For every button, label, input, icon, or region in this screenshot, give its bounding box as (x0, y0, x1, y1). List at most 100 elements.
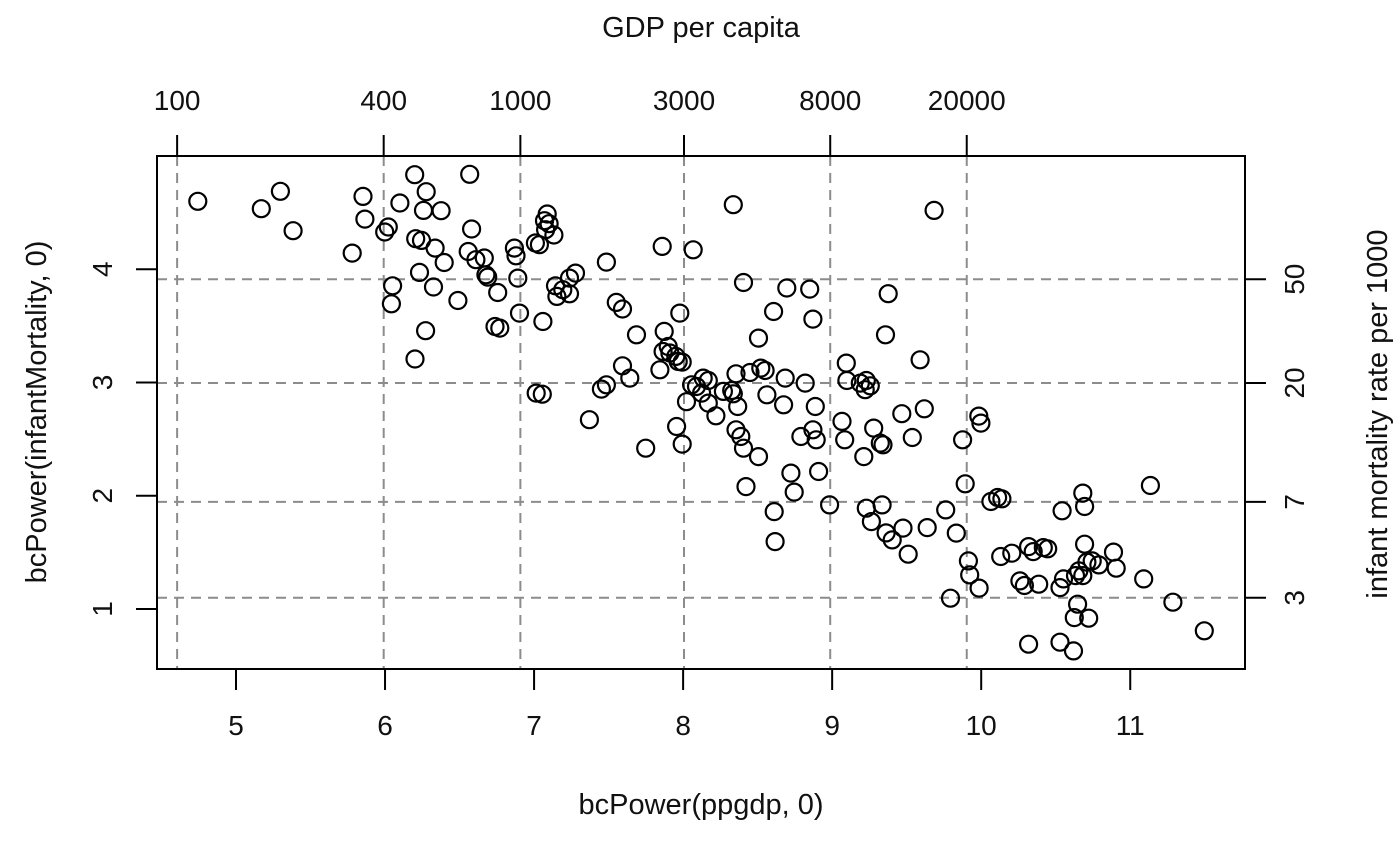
data-point (1103, 542, 1124, 562)
data-point (773, 395, 794, 415)
data-point (416, 182, 436, 202)
y-axis-tick-label: 1 (87, 601, 118, 617)
data-point (1073, 565, 1093, 586)
data-point (723, 384, 743, 404)
data-point (893, 518, 913, 538)
data-point (1079, 608, 1099, 628)
data-point (1074, 534, 1095, 554)
data-point (856, 370, 876, 391)
data-point (188, 191, 208, 211)
data-point (509, 303, 530, 323)
data-point (832, 411, 852, 431)
data-point (875, 325, 896, 345)
data-point (375, 222, 395, 242)
data-point (1065, 565, 1086, 586)
data-point (1106, 558, 1126, 578)
data-point (448, 290, 468, 311)
data-point (405, 165, 425, 185)
data-point (652, 236, 672, 256)
data-point (636, 438, 656, 458)
data-point (565, 263, 586, 283)
data-point (805, 396, 825, 417)
data-point (917, 517, 937, 538)
data-point (653, 341, 673, 362)
x-axis-tick-label: 5 (228, 710, 244, 741)
data-point (672, 434, 692, 454)
data-point (691, 383, 712, 403)
data-point (860, 376, 880, 396)
top-axis-tick-label: 20000 (928, 85, 1006, 116)
right-axis-tick-label: 3 (1279, 590, 1310, 606)
data-point (800, 279, 820, 299)
data-point (960, 565, 980, 585)
data-point (940, 588, 961, 608)
data-point (775, 368, 795, 388)
data-point (383, 276, 403, 296)
data-point (952, 430, 973, 450)
gridlines (157, 156, 1245, 669)
data-point (666, 416, 687, 437)
data-point (532, 384, 552, 404)
data-point (478, 267, 498, 287)
data-point (1018, 634, 1039, 654)
data-point (547, 286, 567, 306)
data-point (683, 240, 703, 260)
data-point (670, 303, 690, 323)
data-point (508, 268, 528, 288)
data-point (706, 406, 726, 426)
data-point (626, 325, 647, 345)
data-point (1029, 574, 1049, 594)
data-point (1050, 577, 1070, 598)
data-point (462, 219, 482, 239)
data-point (765, 531, 785, 552)
y-axis-tick-label: 2 (87, 488, 118, 504)
data-point (740, 362, 760, 383)
data-point (596, 375, 617, 395)
data-point (378, 217, 398, 237)
data-point (969, 578, 989, 598)
data-point (808, 461, 829, 482)
data-point (876, 523, 896, 543)
data-point (924, 200, 944, 220)
data-point (854, 447, 874, 467)
data-point (870, 433, 890, 453)
data-point (1002, 543, 1022, 563)
data-point (755, 360, 775, 381)
data-point (1052, 501, 1072, 521)
data-point (476, 265, 496, 285)
data-points (188, 164, 1214, 661)
data-point (620, 368, 640, 388)
data-point (795, 373, 815, 393)
data-point (723, 195, 743, 215)
data-point (803, 309, 823, 329)
top-axis-tick-label: 100 (154, 85, 201, 116)
data-point (731, 426, 751, 447)
top-axis-tick-label: 3000 (653, 85, 715, 116)
data-point (910, 350, 930, 370)
data-point (855, 380, 875, 400)
data-point (612, 356, 633, 376)
data-point (1038, 539, 1058, 559)
data-point (777, 278, 797, 298)
plot-border (156, 155, 1246, 670)
x-axis-tick-label: 11 (1116, 710, 1145, 741)
x-axis-tick-label: 6 (377, 710, 393, 741)
x-axis-title: bcPower(ppgdp, 0) (578, 789, 823, 821)
data-point (892, 404, 912, 424)
data-point (971, 413, 991, 433)
data-point (936, 500, 956, 520)
data-point (1067, 594, 1088, 614)
data-point (1163, 592, 1183, 612)
right-axis-tick-label: 20 (1279, 367, 1310, 398)
data-point (757, 385, 777, 405)
data-point (672, 352, 692, 372)
y-axis-title: bcPower(infantMortality, 0) (21, 241, 53, 584)
data-point (533, 311, 553, 332)
data-point (946, 523, 966, 543)
data-point (490, 318, 510, 338)
data-point (1064, 607, 1084, 628)
data-point (405, 349, 425, 369)
data-point (872, 495, 892, 515)
data-point (534, 211, 555, 231)
data-point (579, 410, 600, 430)
